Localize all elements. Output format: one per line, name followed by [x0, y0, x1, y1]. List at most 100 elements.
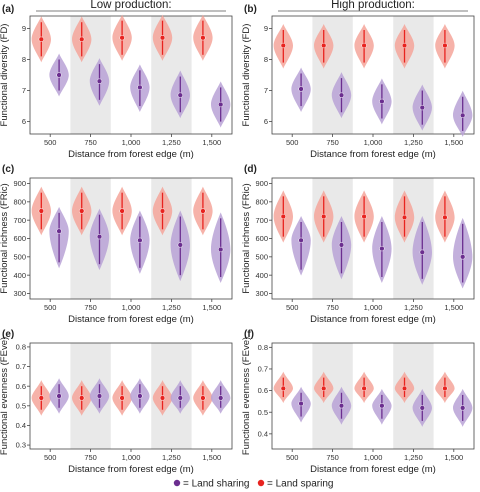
panel-letter: (d): [244, 164, 257, 175]
point-sparing: [321, 42, 327, 49]
y-tick-label: 0.8: [258, 343, 268, 352]
x-tick-label: 1,250: [404, 303, 423, 312]
point-sparing: [79, 395, 85, 401]
point-sparing: [361, 42, 367, 49]
point-sparing: [159, 208, 166, 214]
y-tick-label: 8: [22, 55, 26, 64]
y-tick-label: 6: [22, 117, 26, 126]
y-tick-label: 500: [13, 252, 26, 261]
y-axis-title: Functional richness (FRic): [0, 183, 10, 293]
y-tick-label: 9: [22, 24, 26, 33]
x-tick-label: 750: [326, 303, 339, 312]
point-sparing: [401, 385, 408, 392]
point-sharing: [338, 403, 345, 409]
x-tick-label: 1,000: [364, 303, 383, 312]
x-tick-label: 1,000: [364, 453, 383, 462]
x-tick-label: 750: [326, 138, 339, 147]
y-tick-label: 400: [255, 271, 268, 280]
point-sparing: [401, 214, 408, 221]
x-tick-label: 1,250: [404, 453, 423, 462]
x-tick-label: 1,250: [162, 303, 181, 312]
point-sharing: [177, 395, 183, 401]
panel-letter: (a): [2, 4, 14, 15]
panel-letter: (b): [244, 4, 257, 15]
point-sharing: [460, 112, 466, 119]
point-sparing: [280, 213, 286, 220]
point-sharing: [460, 254, 466, 260]
y-axis-title: Functional diversity (FD): [0, 24, 10, 127]
panels-group: (a) Low production: 6 7 8 9 500 750 1,000 1,250 1,…: [0, 0, 475, 475]
point-sharing: [298, 400, 304, 407]
x-axis-title: Distance from forest edge (m): [310, 149, 436, 160]
point-sparing: [38, 208, 44, 214]
x-tick-label: 500: [44, 453, 57, 462]
y-tick-label: 600: [255, 234, 268, 243]
y-tick-label: 7: [22, 86, 26, 95]
point-sparing: [361, 213, 367, 220]
x-tick-label: 1,000: [122, 138, 141, 147]
point-sparing: [159, 395, 166, 401]
point-sparing: [119, 208, 125, 214]
y-tick-label: 900: [255, 179, 268, 188]
y-tick-label: 700: [255, 216, 268, 225]
x-axis-title: Distance from forest edge (m): [310, 314, 436, 325]
panel-letter: (e): [2, 329, 14, 340]
point-sharing: [218, 246, 224, 253]
point-sharing: [419, 104, 425, 111]
panel-header: Low production:: [90, 0, 171, 11]
panel-c: (c) 300 400 500 600 700 800 900 500 750 1,000 1,250…: [0, 164, 233, 325]
x-tick-label: 1,500: [202, 138, 221, 147]
point-sharing: [419, 249, 425, 255]
x-axis-title: Distance from forest edge (m): [68, 314, 194, 325]
point-sparing: [119, 35, 125, 41]
point-sharing: [177, 92, 183, 98]
y-tick-label: 0.4: [16, 421, 26, 430]
point-sparing: [200, 35, 206, 41]
x-tick-label: 1,000: [122, 303, 141, 312]
legend-swatch-sparing: [257, 479, 265, 487]
y-tick-label: 700: [13, 216, 26, 225]
point-sharing: [218, 101, 224, 108]
x-tick-label: 500: [286, 138, 299, 147]
point-sharing: [96, 234, 103, 240]
y-tick-label: 600: [13, 234, 26, 243]
y-tick-label: 800: [13, 197, 26, 206]
x-tick-label: 1,000: [122, 453, 141, 462]
point-sparing: [321, 213, 327, 220]
y-axis-title: Functional richness (FRic): [241, 183, 252, 293]
point-sharing: [56, 228, 62, 234]
panel-f: (f) 0.4 0.5 0.6 0.7 0.8 500 750 1,000 1,250 1,500 D…: [241, 329, 475, 475]
point-sharing: [338, 92, 345, 98]
y-tick-label: 0.8: [16, 343, 26, 352]
point-sharing: [298, 237, 304, 243]
point-sparing: [79, 208, 85, 214]
x-tick-label: 1,500: [444, 453, 463, 462]
band-shade: [393, 343, 434, 449]
x-tick-label: 500: [44, 138, 57, 147]
point-sparing: [200, 395, 206, 401]
point-sparing: [119, 395, 125, 401]
point-sharing: [379, 403, 385, 409]
point-sharing: [298, 86, 304, 92]
x-tick-label: 750: [326, 453, 339, 462]
y-tick-label: 0.5: [258, 408, 268, 417]
x-tick-label: 500: [286, 453, 299, 462]
point-sparing: [159, 35, 166, 41]
y-axis-title: Functional evenness (FEve): [0, 337, 10, 455]
point-sparing: [79, 36, 85, 42]
x-tick-label: 750: [84, 453, 97, 462]
panel-e: (e) 0.3 0.4 0.5 0.6 0.7 0.8 500 750 1,000 1,250 1,5…: [0, 329, 233, 475]
point-sparing: [401, 42, 408, 49]
panel-letter: (f): [244, 329, 254, 340]
point-sharing: [137, 84, 143, 91]
panel-letter: (c): [2, 164, 14, 175]
y-tick-label: 0.6: [16, 382, 26, 391]
y-tick-label: 0.7: [16, 362, 26, 371]
x-tick-label: 1,250: [162, 138, 181, 147]
point-sharing: [379, 98, 385, 105]
x-tick-label: 1,500: [202, 303, 221, 312]
point-sharing: [460, 405, 466, 411]
y-tick-label: 0.7: [258, 365, 268, 374]
y-tick-label: 9: [264, 24, 268, 33]
